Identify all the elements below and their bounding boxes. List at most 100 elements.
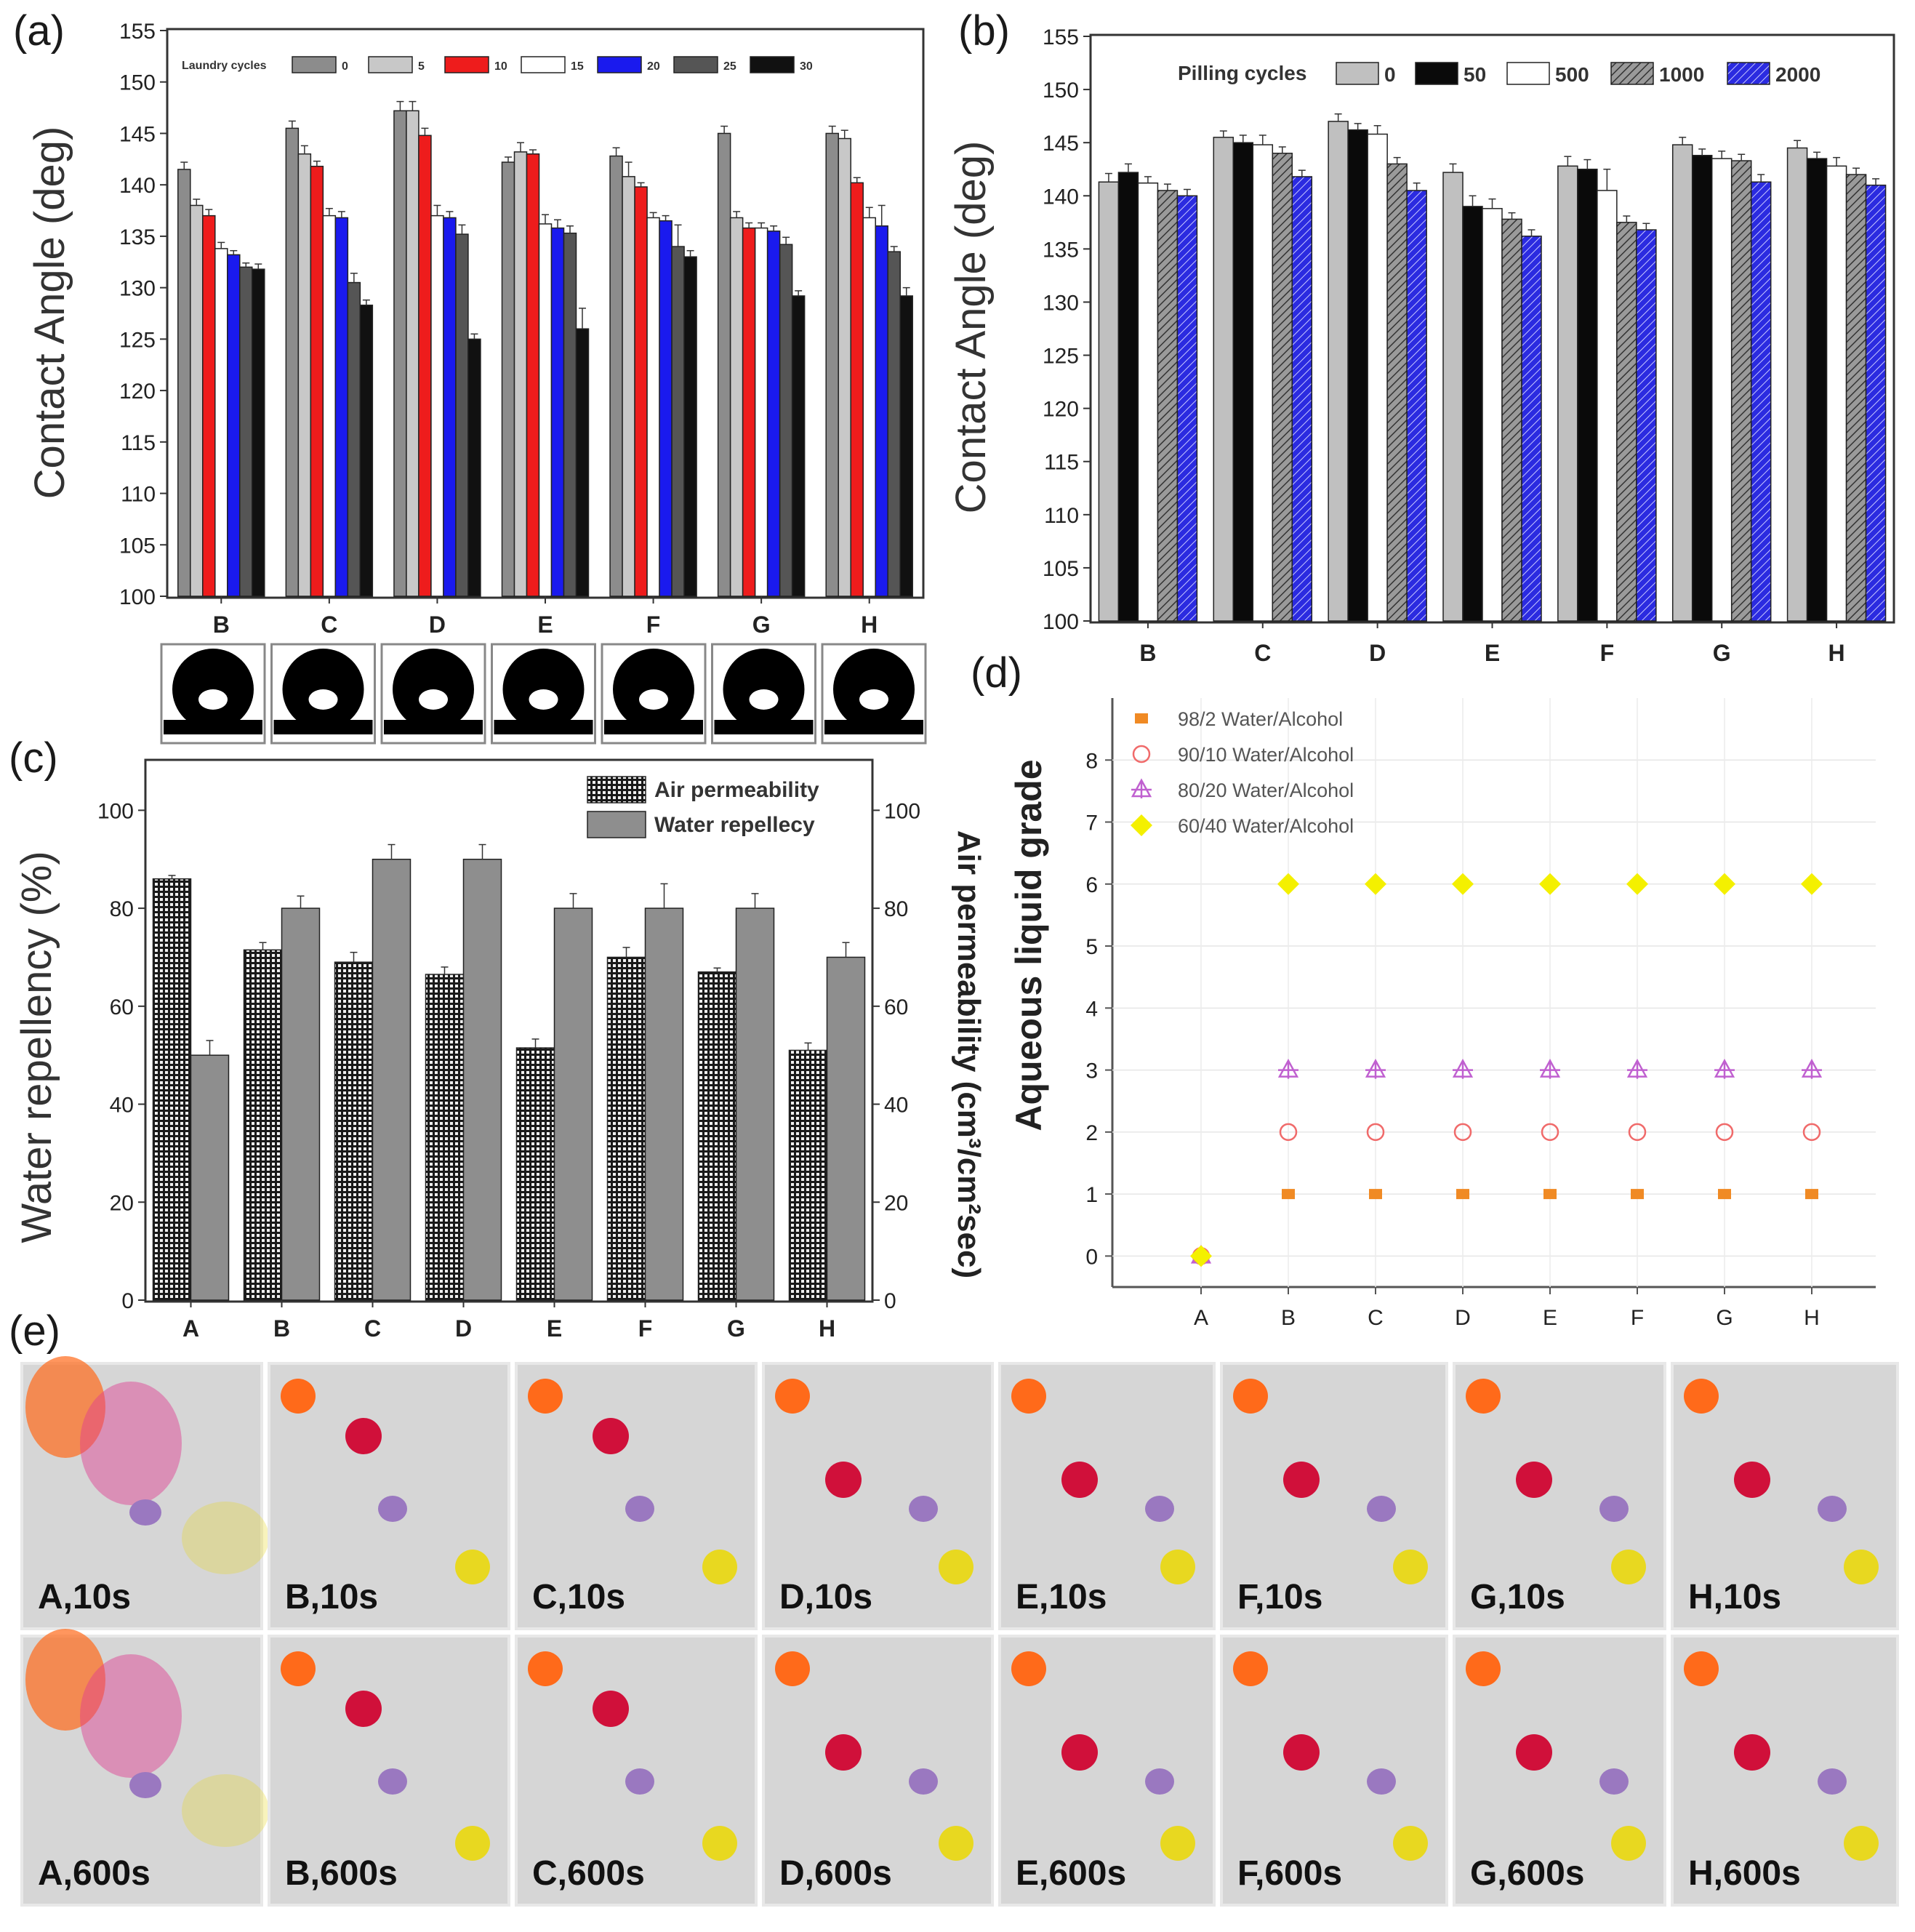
bar-G-25 <box>779 244 793 597</box>
point-D-3 <box>1452 873 1474 895</box>
droplet-images <box>160 643 927 745</box>
bar-B-20 <box>227 254 241 597</box>
legend-label-0: 98/2 Water/Alcohol <box>1178 708 1343 730</box>
point-B-2 <box>1277 1058 1299 1079</box>
bar-D-500 <box>1367 133 1388 622</box>
drop-yellow <box>1160 1826 1195 1861</box>
drop-purple <box>129 1499 161 1526</box>
bar-E-30 <box>575 328 590 597</box>
bar-F-500 <box>1597 190 1618 622</box>
drop-red <box>1516 1734 1552 1771</box>
bar-D-20 <box>443 217 457 597</box>
photo-label: C,10s <box>532 1578 625 1616</box>
ytick-label: 155 <box>1043 25 1079 49</box>
drop-orange <box>1233 1379 1268 1414</box>
photo-label: A,10s <box>38 1578 131 1616</box>
ytick-label: 0 <box>1085 1245 1098 1269</box>
bar-H-0 <box>825 132 839 597</box>
xtick-label-B: B <box>1281 1306 1296 1330</box>
bar-D-1000 <box>1386 163 1408 622</box>
point-H-3 <box>1801 873 1823 895</box>
droplet-highlight <box>859 689 888 710</box>
legend-swatch-50 <box>1415 62 1458 85</box>
ytick-label: 100 <box>119 585 156 609</box>
bar-G-0 <box>717 132 731 597</box>
bar-B-50 <box>1117 172 1139 622</box>
xtick-label-B: B <box>213 612 230 638</box>
stain-orange <box>25 1629 105 1731</box>
drop-red <box>1283 1462 1320 1498</box>
bar-D-0 <box>1328 121 1349 622</box>
point-G-2 <box>1714 1058 1735 1079</box>
drop-purple <box>1599 1768 1629 1795</box>
drop-yellow <box>1844 1550 1879 1584</box>
drop-red <box>593 1691 629 1727</box>
ytick-label: 125 <box>1043 345 1079 369</box>
panel-label-e: (e) <box>9 1307 60 1355</box>
bar-H-15 <box>862 217 876 597</box>
ytick-label: 150 <box>1043 79 1079 103</box>
legend-label-1: Water repellecy <box>654 813 815 837</box>
point-F-2 <box>1626 1058 1648 1079</box>
bar-G-10 <box>742 227 756 597</box>
legend-label-10: 10 <box>494 60 507 73</box>
drop-yellow <box>702 1826 737 1861</box>
point-H-0 <box>1805 1189 1818 1200</box>
drop-purple <box>378 1768 407 1795</box>
legend-label-1000: 1000 <box>1659 63 1704 86</box>
bar-C-15 <box>322 215 337 597</box>
ytick-label: 110 <box>1044 504 1079 528</box>
point-B-0 <box>1282 1189 1295 1200</box>
bar-E-0 <box>501 161 515 597</box>
bar-F-20 <box>659 220 673 597</box>
drop-orange <box>1011 1651 1046 1686</box>
xtick-label-G: G <box>1713 640 1731 666</box>
photo-label: H,600s <box>1688 1854 1801 1893</box>
ytick-label: 115 <box>1044 451 1079 475</box>
drop-yellow <box>1393 1550 1428 1584</box>
point-D-1 <box>1453 1123 1472 1142</box>
y2tick-label: 0 <box>884 1289 896 1313</box>
bar-E-500 <box>1482 208 1503 622</box>
panel-label-c: (c) <box>9 734 58 782</box>
stain-yellow <box>182 1502 269 1574</box>
legend-marker-3 <box>1131 814 1152 836</box>
bar-F-30 <box>683 256 697 597</box>
point-G-1 <box>1715 1123 1734 1142</box>
legend-marker-1 <box>1132 745 1151 763</box>
drop-purple <box>1145 1496 1174 1522</box>
drop-red <box>345 1418 382 1454</box>
bar-C-0 <box>1213 137 1234 622</box>
point-G-0 <box>1718 1189 1731 1200</box>
chart-b-ylabel: Contact Angle (deg) <box>947 141 995 514</box>
legend-label-25: 25 <box>723 60 736 73</box>
ytick-label: 105 <box>119 534 156 558</box>
bar-H-20 <box>875 225 888 597</box>
legend-label-50: 50 <box>1464 63 1486 86</box>
bar-H-10 <box>850 182 864 597</box>
bar-G-50 <box>1691 154 1713 622</box>
bar-F-50 <box>1577 168 1598 622</box>
legend-label-2000: 2000 <box>1775 63 1820 86</box>
photo-label: E,10s <box>1016 1578 1107 1616</box>
bar-C-50 <box>1232 142 1254 622</box>
point-G-3 <box>1714 873 1735 895</box>
drop-red <box>825 1462 862 1498</box>
ytick-label: 4 <box>1085 997 1098 1021</box>
panel-label-a: (a) <box>13 7 65 55</box>
ytick-label: 155 <box>119 20 156 44</box>
bar-B-5 <box>190 204 204 597</box>
point-D-0 <box>1456 1189 1469 1200</box>
bar-C-2000 <box>1291 176 1313 622</box>
bar-B-500 <box>1137 182 1159 622</box>
xtick-label-C: C <box>364 1315 381 1342</box>
legend-swatch-10 <box>444 56 489 73</box>
bar-F-1000 <box>1616 222 1637 622</box>
bar-G-1000 <box>1730 160 1752 622</box>
bar-G-5 <box>729 217 744 597</box>
bar-B-1000 <box>1157 190 1179 622</box>
legend-swatch-500 <box>1506 62 1550 85</box>
photo-label: F,10s <box>1237 1578 1322 1616</box>
